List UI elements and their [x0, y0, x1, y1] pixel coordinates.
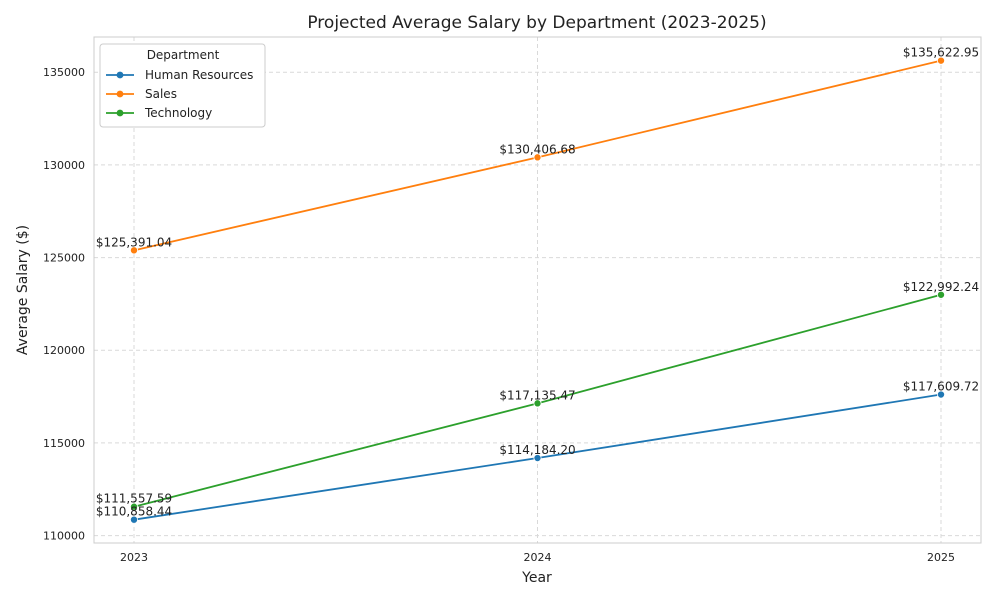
data-label: $117,609.72 — [903, 380, 979, 394]
legend-marker — [116, 71, 124, 79]
data-point — [533, 454, 542, 463]
y-tick-label: 120000 — [43, 344, 85, 357]
legend-label: Technology — [144, 106, 212, 120]
data-label: $117,135.47 — [499, 388, 575, 402]
data-label: $122,992.24 — [903, 280, 979, 294]
y-tick-label: 135000 — [43, 66, 85, 79]
data-point — [129, 246, 138, 255]
data-label: $111,557.59 — [96, 492, 172, 506]
chart-title: Projected Average Salary by Department (… — [307, 13, 766, 33]
data-label: $110,858.44 — [96, 505, 172, 519]
data-labels: $110,858.44 $114,184.20 $117,609.72 $125,39… — [96, 46, 979, 519]
y-tick-label: 115000 — [43, 437, 85, 450]
data-point — [937, 390, 946, 399]
data-point — [533, 153, 542, 162]
y-axis-title: Average Salary ($) — [15, 225, 31, 355]
x-axis-title: Year — [521, 570, 552, 586]
data-point — [129, 515, 138, 524]
data-point — [533, 399, 542, 408]
data-point — [937, 290, 946, 299]
y-axis-ticks: 110000 115000 120000 125000 130000 135000 — [43, 66, 85, 542]
series — [129, 56, 946, 524]
legend-marker — [116, 109, 124, 117]
data-label: $125,391.04 — [96, 235, 172, 249]
x-tick-label: 2024 — [524, 551, 552, 564]
y-tick-label: 110000 — [43, 530, 85, 543]
data-point — [129, 502, 138, 511]
data-label: $114,184.20 — [499, 443, 575, 457]
data-point — [937, 56, 946, 65]
grid — [94, 37, 981, 543]
x-tick-label: 2023 — [120, 551, 148, 564]
legend-box — [99, 43, 266, 128]
legend: Department Human Resources Sales Technolog… — [99, 43, 266, 128]
legend-items: Human Resources Sales Technology — [106, 68, 253, 120]
y-tick-label: 130000 — [43, 159, 85, 172]
x-tick-label: 2025 — [927, 551, 955, 564]
data-label: $130,406.68 — [499, 142, 575, 156]
x-axis-ticks: 2023 2024 2025 — [120, 551, 955, 564]
legend-title: Department — [147, 48, 220, 62]
y-tick-label: 125000 — [43, 252, 85, 265]
legend-label: Human Resources — [145, 68, 253, 82]
data-label: $135,622.95 — [903, 46, 979, 60]
legend-marker — [116, 90, 124, 98]
legend-label: Sales — [145, 87, 177, 101]
plot-frame — [93, 36, 982, 544]
